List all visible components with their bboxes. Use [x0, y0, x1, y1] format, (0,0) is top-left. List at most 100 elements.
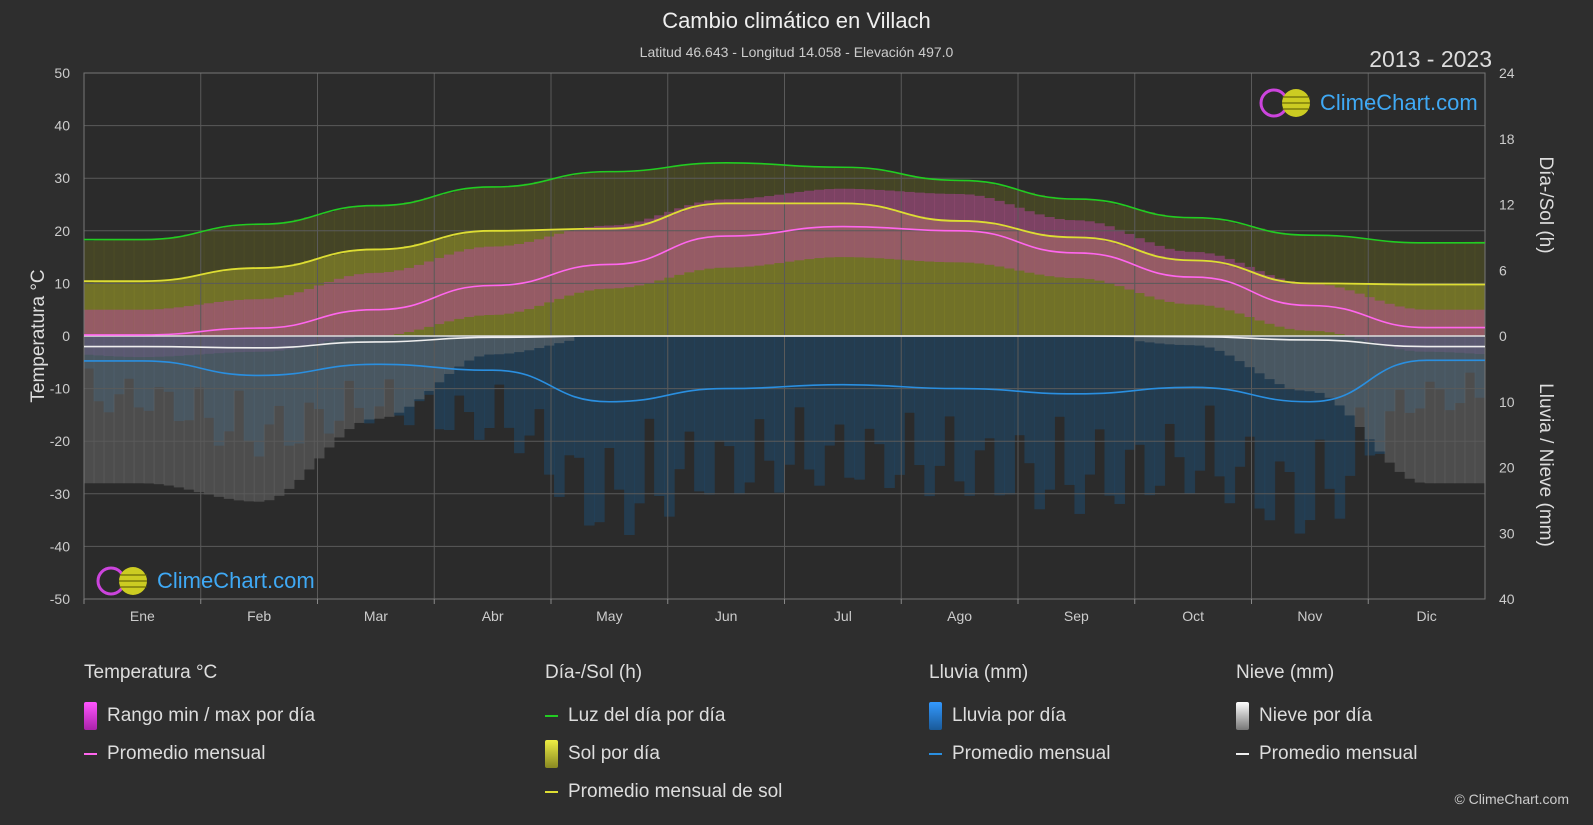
- sun-bar: [323, 255, 335, 336]
- rain-bar: [353, 336, 365, 408]
- sun-bar: [794, 203, 805, 336]
- snow-bar: [493, 336, 505, 355]
- sun-bar: [554, 229, 565, 336]
- rain-bar: [634, 336, 645, 504]
- temp-range-bar: [604, 225, 615, 289]
- temp-range-bar: [1424, 309, 1436, 352]
- sun-bar: [233, 268, 245, 336]
- rain-bar: [333, 336, 345, 421]
- sun-bar: [644, 221, 655, 336]
- temp-range-bar: [1444, 309, 1456, 353]
- snow-bar: [323, 336, 335, 448]
- temp-range-bar: [1134, 238, 1146, 294]
- sun-bar: [1454, 283, 1466, 336]
- rain-bar: [784, 336, 795, 465]
- temp-range-bar: [113, 309, 125, 357]
- sun-bar: [1044, 235, 1055, 336]
- y-tick-label-left: -50: [50, 591, 70, 607]
- temp-range-bar: [734, 198, 745, 268]
- sun-bar: [1164, 258, 1176, 336]
- temp-range-bar: [1394, 306, 1406, 350]
- sun-bar: [1444, 284, 1456, 336]
- temp-range-bar: [684, 205, 695, 273]
- rain-bar: [283, 336, 295, 446]
- rain-bar: [894, 336, 905, 475]
- rain-bar: [223, 336, 235, 432]
- year-range: 2013 - 2023: [1369, 46, 1492, 72]
- sun-bar: [223, 270, 235, 336]
- snow-bar: [1214, 336, 1226, 351]
- snow-bar: [554, 336, 565, 344]
- legend-label: Promedio mensual: [107, 743, 266, 764]
- sun-bar: [574, 228, 585, 336]
- sun-bar: [844, 203, 855, 336]
- sun-bar: [363, 249, 375, 336]
- temp-range-bar: [1024, 211, 1035, 273]
- sun-bar: [203, 273, 215, 336]
- sun-bar: [253, 268, 265, 336]
- rain-bar: [664, 336, 675, 517]
- sun-bar: [123, 281, 135, 336]
- snow-bar: [163, 336, 175, 486]
- rain-bar: [383, 336, 395, 380]
- rain-bar: [433, 336, 445, 430]
- rain-bar: [774, 336, 785, 493]
- temp-range-bar: [914, 192, 925, 261]
- y-tick-label-left: -20: [50, 433, 70, 449]
- snow-bar: [1454, 336, 1466, 484]
- sun-bar: [694, 206, 705, 336]
- snow-bar: [383, 336, 395, 417]
- sun-bar: [303, 260, 315, 336]
- temp-range-bar: [333, 278, 345, 340]
- temp-range-bar: [473, 247, 485, 316]
- temp-range-bar: [754, 197, 765, 266]
- legend-item: Promedio mensual de sol: [545, 773, 782, 811]
- temp-range-bar: [1074, 220, 1086, 279]
- snow-bar: [1444, 336, 1456, 484]
- temp-range-bar: [1054, 218, 1065, 278]
- temp-range-bar: [594, 225, 605, 290]
- sun-bar: [93, 282, 105, 336]
- temp-range-bar: [764, 196, 775, 265]
- temp-range-bar: [564, 231, 575, 296]
- y-tick-label-left: 40: [54, 118, 70, 134]
- sun-bar: [1244, 271, 1256, 336]
- rain-bar: [594, 336, 605, 523]
- snow-bar: [1334, 336, 1346, 406]
- y-tick-label-left: -10: [50, 381, 70, 397]
- temp-range-bar: [704, 200, 715, 269]
- copyright: © ClimeChart.com: [1454, 791, 1569, 807]
- snow-bar: [223, 336, 235, 499]
- rain-bar: [584, 336, 595, 526]
- legend-title: Nieve (mm): [1236, 662, 1335, 683]
- sun-bar: [163, 279, 175, 336]
- rain-bar: [854, 336, 865, 480]
- x-tick-label: Jun: [715, 608, 738, 624]
- temp-range-bar: [634, 221, 645, 286]
- sun-bar: [1084, 238, 1096, 336]
- sun-bar: [904, 214, 915, 336]
- sun-bar: [443, 236, 455, 336]
- temp-range-bar: [313, 285, 325, 344]
- temp-range-bar: [1234, 262, 1246, 314]
- y-tick-label-left: 0: [62, 328, 70, 344]
- sun-bar: [1074, 237, 1086, 336]
- rain-bar: [614, 336, 625, 490]
- legend-item: Luz del día por día: [545, 697, 782, 735]
- temp-range-bar: [794, 191, 805, 261]
- rain-bar: [924, 336, 935, 497]
- legend-item: Nieve por día: [1236, 697, 1417, 735]
- sun-bar: [1104, 241, 1116, 336]
- temp-range-bar: [804, 190, 815, 260]
- sun-bar: [133, 281, 145, 336]
- sun-bar: [1114, 244, 1126, 336]
- legend-swatch: [929, 753, 942, 755]
- snow-bar: [1314, 336, 1326, 393]
- snow-bar: [1364, 336, 1376, 440]
- rain-bar: [744, 336, 755, 483]
- y-tick-label-right-precip: 10: [1499, 394, 1515, 410]
- legend-title: Día-/Sol (h): [545, 662, 643, 683]
- temp-range-bar: [1084, 221, 1096, 279]
- sun-bar: [914, 216, 925, 336]
- rain-bar: [1144, 336, 1156, 496]
